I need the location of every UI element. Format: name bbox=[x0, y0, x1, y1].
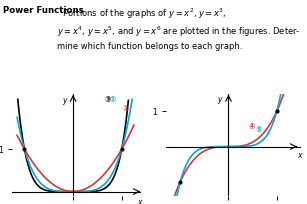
Text: $y$: $y$ bbox=[62, 96, 69, 107]
Text: Power Functions: Power Functions bbox=[3, 6, 84, 15]
Text: ②: ② bbox=[122, 104, 129, 113]
Text: Portions of the graphs of $y = x^2$, $y = x^3$,
$y = x^4$, $y = x^5$, and $y = x: Portions of the graphs of $y = x^2$, $y … bbox=[57, 6, 300, 51]
Text: $x$: $x$ bbox=[297, 151, 303, 160]
Text: $x$: $x$ bbox=[137, 198, 144, 204]
Text: $y$: $y$ bbox=[217, 95, 224, 106]
Text: ④: ④ bbox=[248, 122, 255, 131]
Text: ⑤: ⑤ bbox=[255, 125, 262, 134]
Text: ①: ① bbox=[110, 95, 116, 104]
Text: ③: ③ bbox=[105, 95, 111, 104]
